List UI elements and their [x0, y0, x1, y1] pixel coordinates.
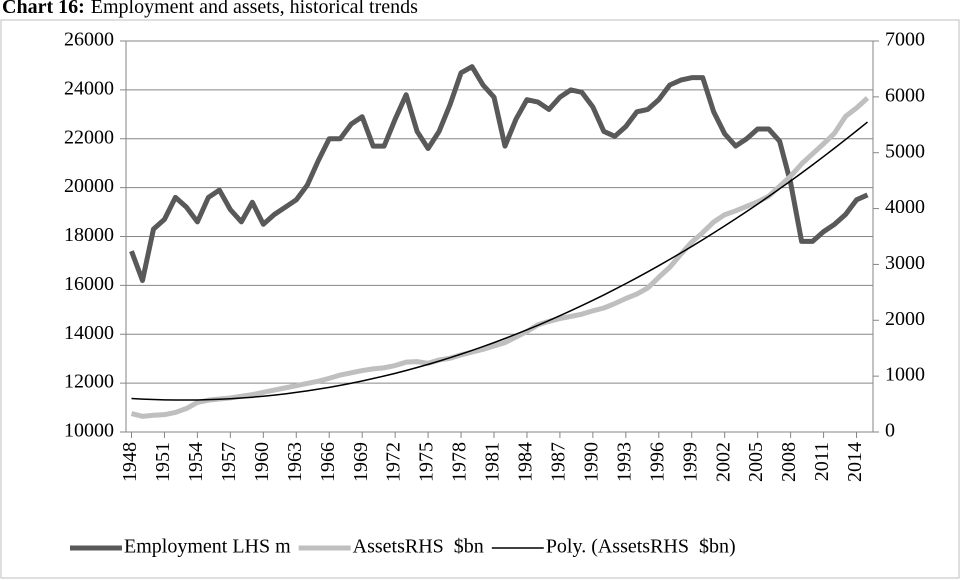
y-tick-label: 14000 — [64, 322, 114, 344]
x-tick-label: 1975 — [416, 442, 438, 482]
y2-tick-label: 2000 — [885, 308, 925, 330]
x-tick-label: 2002 — [712, 442, 734, 482]
x-tick-label: 2005 — [745, 442, 767, 482]
x-tick-label: 1972 — [383, 442, 405, 482]
x-tick-label: 1951 — [152, 442, 174, 482]
x-tick-label: 1966 — [317, 442, 339, 482]
y-tick-label: 26000 — [64, 29, 114, 51]
x-tick-label: 1996 — [646, 442, 668, 482]
series-line — [129, 64, 869, 283]
caption-label: Chart 16: — [2, 0, 85, 18]
x-tick-label: 2014 — [844, 442, 866, 482]
series-line — [131, 121, 868, 401]
y-tick-label: 12000 — [64, 371, 114, 393]
x-tick-label: 1999 — [679, 442, 701, 482]
y2-tick-label: 0 — [885, 420, 895, 442]
x-tick-label: 1981 — [482, 442, 504, 482]
x-tick-label: 1957 — [218, 442, 240, 482]
y-tick-label: 18000 — [64, 224, 114, 246]
y-tick-label: 10000 — [64, 420, 114, 442]
y-tick-label: 22000 — [64, 126, 114, 148]
x-tick-label: 2008 — [778, 442, 800, 482]
legend-label: AssetsRHS $bn — [353, 536, 484, 558]
x-tick-label: 1978 — [449, 442, 471, 482]
y-tick-label: 24000 — [64, 77, 114, 99]
x-tick-label: 1984 — [515, 442, 537, 482]
y2-tick-label: 5000 — [885, 140, 925, 162]
chart-title: Employment and assets, historical trends — [91, 0, 418, 18]
x-tick-label: 1963 — [284, 442, 306, 482]
x-tick-label: 1987 — [548, 442, 570, 482]
y2-tick-label: 4000 — [885, 196, 925, 218]
y-tick-label: 16000 — [64, 273, 114, 295]
y2-tick-label: 7000 — [885, 29, 925, 51]
series-line — [130, 96, 870, 419]
x-tick-label: 1993 — [613, 442, 635, 482]
legend-label: Poly. (AssetsRHS $bn) — [546, 536, 736, 558]
y2-tick-label: 3000 — [885, 252, 925, 274]
chart-caption: Chart 16: Employment and assets, historic… — [2, 0, 418, 18]
y-tick-label: 20000 — [64, 175, 114, 197]
x-tick-label: 2011 — [811, 442, 833, 481]
legend-label: Employment LHS m — [124, 536, 291, 558]
y2-tick-label: 1000 — [885, 364, 925, 386]
x-tick-label: 1969 — [350, 442, 372, 482]
chart-frame — [0, 19, 960, 579]
x-tick-label: 1960 — [251, 442, 273, 482]
x-tick-label: 1990 — [580, 442, 602, 482]
x-tick-label: 1948 — [119, 442, 141, 482]
x-tick-label: 1954 — [185, 442, 207, 482]
y2-tick-label: 6000 — [885, 84, 925, 106]
